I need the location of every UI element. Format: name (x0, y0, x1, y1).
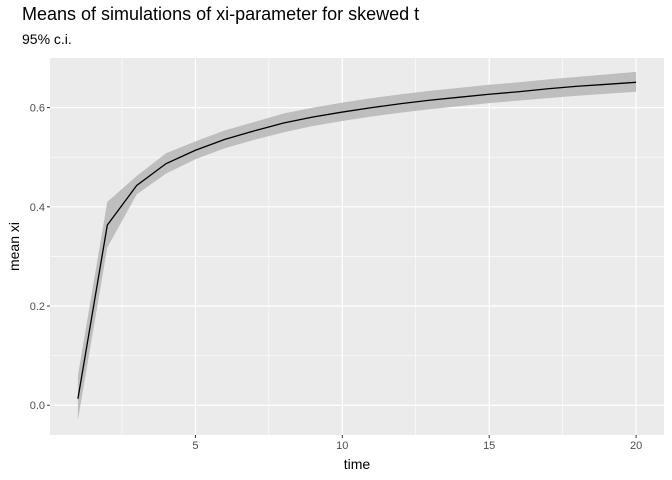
minor-gridlines (50, 58, 664, 435)
y-axis: 0.0 0.2 0.4 0.6 (30, 103, 50, 412)
x-tick-label: 10 (336, 440, 348, 452)
chart-subtitle: 95% c.i. (22, 31, 72, 47)
y-axis-title: mean xi (6, 222, 22, 271)
mean-line (77, 81, 637, 399)
y-tick-label: 0.0 (30, 400, 45, 412)
x-axis: 5 10 15 20 (192, 435, 642, 452)
y-tick-label: 0.6 (30, 103, 45, 115)
chart-title: Means of simulations of xi-parameter for… (22, 4, 420, 24)
x-tick-label: 5 (192, 440, 198, 452)
x-tick-label: 15 (483, 440, 495, 452)
plot-panel (50, 58, 664, 435)
x-tick-label: 20 (630, 440, 642, 452)
x-axis-title: time (344, 456, 371, 472)
major-gridlines (50, 58, 664, 435)
y-tick-label: 0.4 (30, 202, 45, 214)
y-tick-label: 0.2 (30, 301, 45, 313)
